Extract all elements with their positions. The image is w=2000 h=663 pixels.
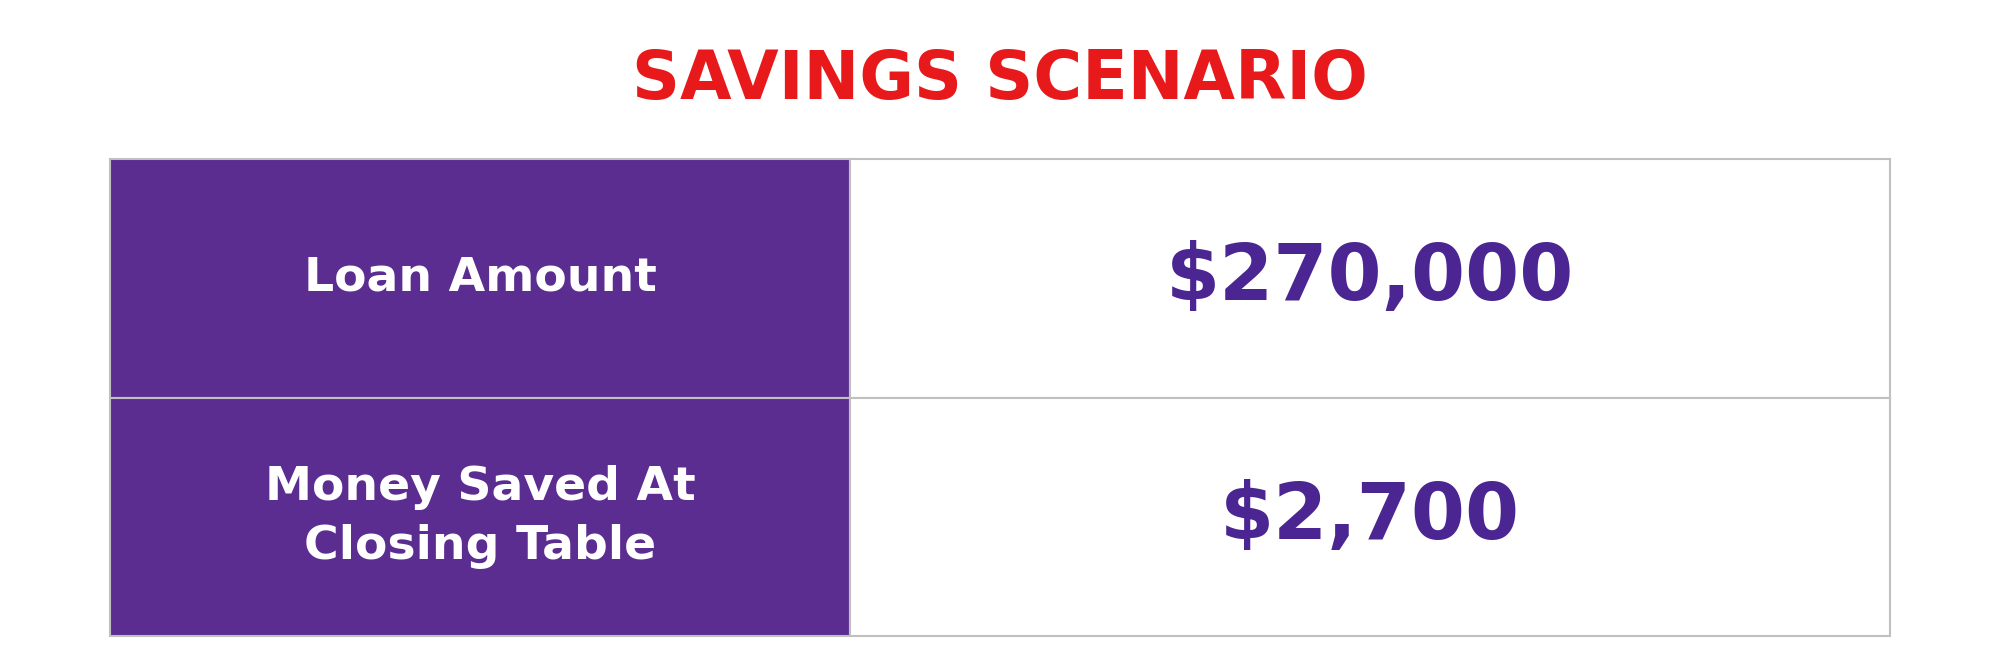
- Bar: [850, 398, 1890, 636]
- Text: $270,000: $270,000: [1166, 241, 1574, 316]
- Text: $2,700: $2,700: [1220, 479, 1520, 555]
- Text: SAVINGS SCENARIO: SAVINGS SCENARIO: [632, 46, 1368, 113]
- Text: Money Saved At
Closing Table: Money Saved At Closing Table: [264, 465, 696, 569]
- Bar: [110, 159, 850, 398]
- Bar: [850, 159, 1890, 398]
- Text: Loan Amount: Loan Amount: [304, 256, 656, 301]
- Bar: [110, 398, 850, 636]
